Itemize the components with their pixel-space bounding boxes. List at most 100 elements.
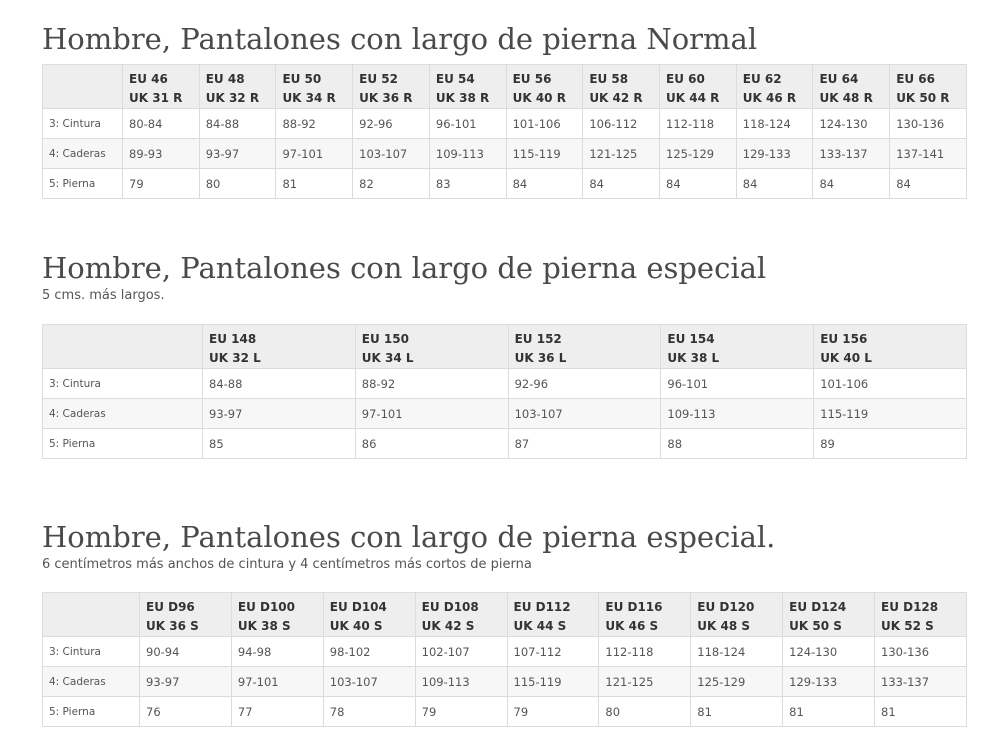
- uk-size-label: UK 38 L: [667, 351, 720, 365]
- uk-size-label: UK 44 S: [513, 619, 567, 633]
- measurement-cell: 84: [659, 168, 737, 199]
- measurement-cell: 77: [230, 696, 324, 727]
- measurement-cell: 79: [122, 168, 200, 199]
- measurement-cell: 80: [198, 168, 277, 199]
- uk-size-label: UK 38 R: [435, 91, 490, 105]
- uk-size-label: UK 32 R: [205, 91, 260, 105]
- table-row: 3: Cintura 84-88 88-92 92-96 96-101 101-106: [42, 368, 967, 399]
- table-row: 5: Pierna 85 86 87 88 89: [42, 428, 967, 459]
- size-header-cell: EU D96 UK 36 S: [139, 592, 232, 637]
- measurement-cell: 94-98: [230, 636, 324, 667]
- eu-size-label: EU 52: [359, 72, 398, 86]
- uk-size-label: UK 42 R: [589, 91, 643, 105]
- eu-size-label: EU 150: [361, 332, 409, 346]
- eu-size-label: EU 58: [589, 72, 629, 86]
- size-header-cell: EU 56 UK 40 R: [505, 64, 584, 109]
- eu-size-label: EU D108: [421, 600, 479, 614]
- measurement-cell: 92-96: [352, 108, 430, 139]
- measurement-cell: 125-129: [659, 138, 737, 169]
- measurement-cell: 121-125: [598, 666, 692, 697]
- measurement-cell: 112-118: [598, 636, 692, 667]
- measurement-cell: 84: [889, 168, 967, 199]
- measurement-cell: 109-113: [414, 666, 508, 697]
- measurement-cell: 101-106: [813, 368, 967, 399]
- size-section-long: Hombre, Pantalones con largo de pierna e…: [42, 249, 967, 459]
- measurement-cell: 98-102: [322, 636, 416, 667]
- measurement-cell: 84: [812, 168, 891, 199]
- measurement-cell: 137-141: [889, 138, 967, 169]
- measurement-cell: 124-130: [782, 636, 875, 667]
- size-table: EU D96 UK 36 S EU D100 UK 38 S EU D104 UK 40 …: [42, 592, 967, 727]
- measurement-cell: 115-119: [813, 398, 967, 429]
- row-label: 5: Pierna: [42, 168, 123, 199]
- measurement-cell: 109-113: [660, 398, 815, 429]
- row-label: 4: Caderas: [42, 398, 203, 429]
- size-header-cell: EU 156 UK 40 L: [813, 324, 967, 369]
- measurement-cell: 85: [202, 428, 356, 459]
- eu-size-label: EU 152: [514, 332, 562, 346]
- eu-size-label: EU 66: [896, 72, 936, 86]
- measurement-cell: 88-92: [354, 368, 509, 399]
- eu-size-label: EU 64: [819, 72, 859, 86]
- measurement-cell: 86: [354, 428, 509, 459]
- measurement-cell: 78: [322, 696, 416, 727]
- size-header-cell: EU 154 UK 38 L: [660, 324, 815, 369]
- measurement-cell: 88-92: [275, 108, 354, 139]
- eu-size-label: EU D120: [697, 600, 755, 614]
- eu-size-label: EU 48: [205, 72, 245, 86]
- uk-size-label: UK 36 S: [146, 619, 199, 633]
- measurement-cell: 81: [782, 696, 875, 727]
- measurement-cell: 97-101: [230, 666, 324, 697]
- table-row: 4: Caderas 93-97 97-101 103-107 109-113 115-1…: [42, 666, 967, 697]
- section-subtitle: 6 centímetros más anchos de cintura y 4 …: [42, 557, 532, 572]
- size-header-cell: EU D104 UK 40 S: [322, 592, 416, 637]
- measurement-cell: 92-96: [507, 368, 662, 399]
- size-section-short: Hombre, Pantalones con largo de pierna e…: [42, 518, 967, 727]
- table-row: 5: Pierna 76 77 78 79 79 80 81 81 81: [42, 696, 967, 727]
- eu-size-label: EU D116: [605, 600, 663, 614]
- size-header-cell: EU 58 UK 42 R: [582, 64, 661, 109]
- measurement-cell: 93-97: [139, 666, 232, 697]
- uk-size-label: UK 48 R: [819, 91, 873, 105]
- measurement-cell: 81: [874, 696, 967, 727]
- eu-size-label: EU D128: [881, 600, 939, 614]
- measurement-cell: 84: [735, 168, 814, 199]
- size-header-cell: EU 48 UK 32 R: [198, 64, 277, 109]
- measurement-cell: 130-136: [874, 636, 967, 667]
- measurement-cell: 118-124: [690, 636, 784, 667]
- measurement-cell: 124-130: [812, 108, 891, 139]
- eu-size-label: EU 46: [129, 72, 168, 86]
- size-table: EU 46 UK 31 R EU 48 UK 32 R EU 50 UK 34 R EU 5…: [42, 64, 967, 199]
- uk-size-label: UK 36 R: [359, 91, 413, 105]
- eu-size-label: EU 56: [512, 72, 552, 86]
- eu-size-label: EU D96: [146, 600, 195, 614]
- section-title: Hombre, Pantalones con largo de pierna N…: [42, 22, 758, 56]
- measurement-cell: 97-101: [275, 138, 354, 169]
- row-label: 3: Cintura: [42, 108, 123, 139]
- section-subtitle: 5 cms. más largos.: [42, 288, 165, 303]
- measurement-cell: 115-119: [506, 666, 600, 697]
- measurement-cell: 88: [660, 428, 815, 459]
- measurement-cell: 103-107: [322, 666, 416, 697]
- measurement-cell: 102-107: [414, 636, 508, 667]
- measurement-cell: 89-93: [122, 138, 200, 169]
- section-title: Hombre, Pantalones con largo de pierna e…: [42, 251, 767, 285]
- measurement-cell: 79: [414, 696, 508, 727]
- measurement-cell: 133-137: [812, 138, 891, 169]
- size-header-cell: EU D116 UK 46 S: [598, 592, 692, 637]
- measurement-cell: 129-133: [735, 138, 814, 169]
- measurement-cell: 83: [428, 168, 507, 199]
- measurement-cell: 89: [813, 428, 967, 459]
- eu-size-label: EU 60: [666, 72, 705, 86]
- size-header-cell: EU 152 UK 36 L: [507, 324, 662, 369]
- measurement-cell: 106-112: [582, 108, 661, 139]
- uk-size-label: UK 40 S: [329, 619, 383, 633]
- measurement-cell: 133-137: [874, 666, 967, 697]
- measurement-cell: 109-113: [428, 138, 507, 169]
- measurement-cell: 93-97: [202, 398, 356, 429]
- uk-size-label: UK 32 L: [209, 351, 261, 365]
- size-header-cell: EU 52 UK 36 R: [352, 64, 430, 109]
- measurement-cell: 96-101: [428, 108, 507, 139]
- size-header-cell: EU D124 UK 50 S: [782, 592, 875, 637]
